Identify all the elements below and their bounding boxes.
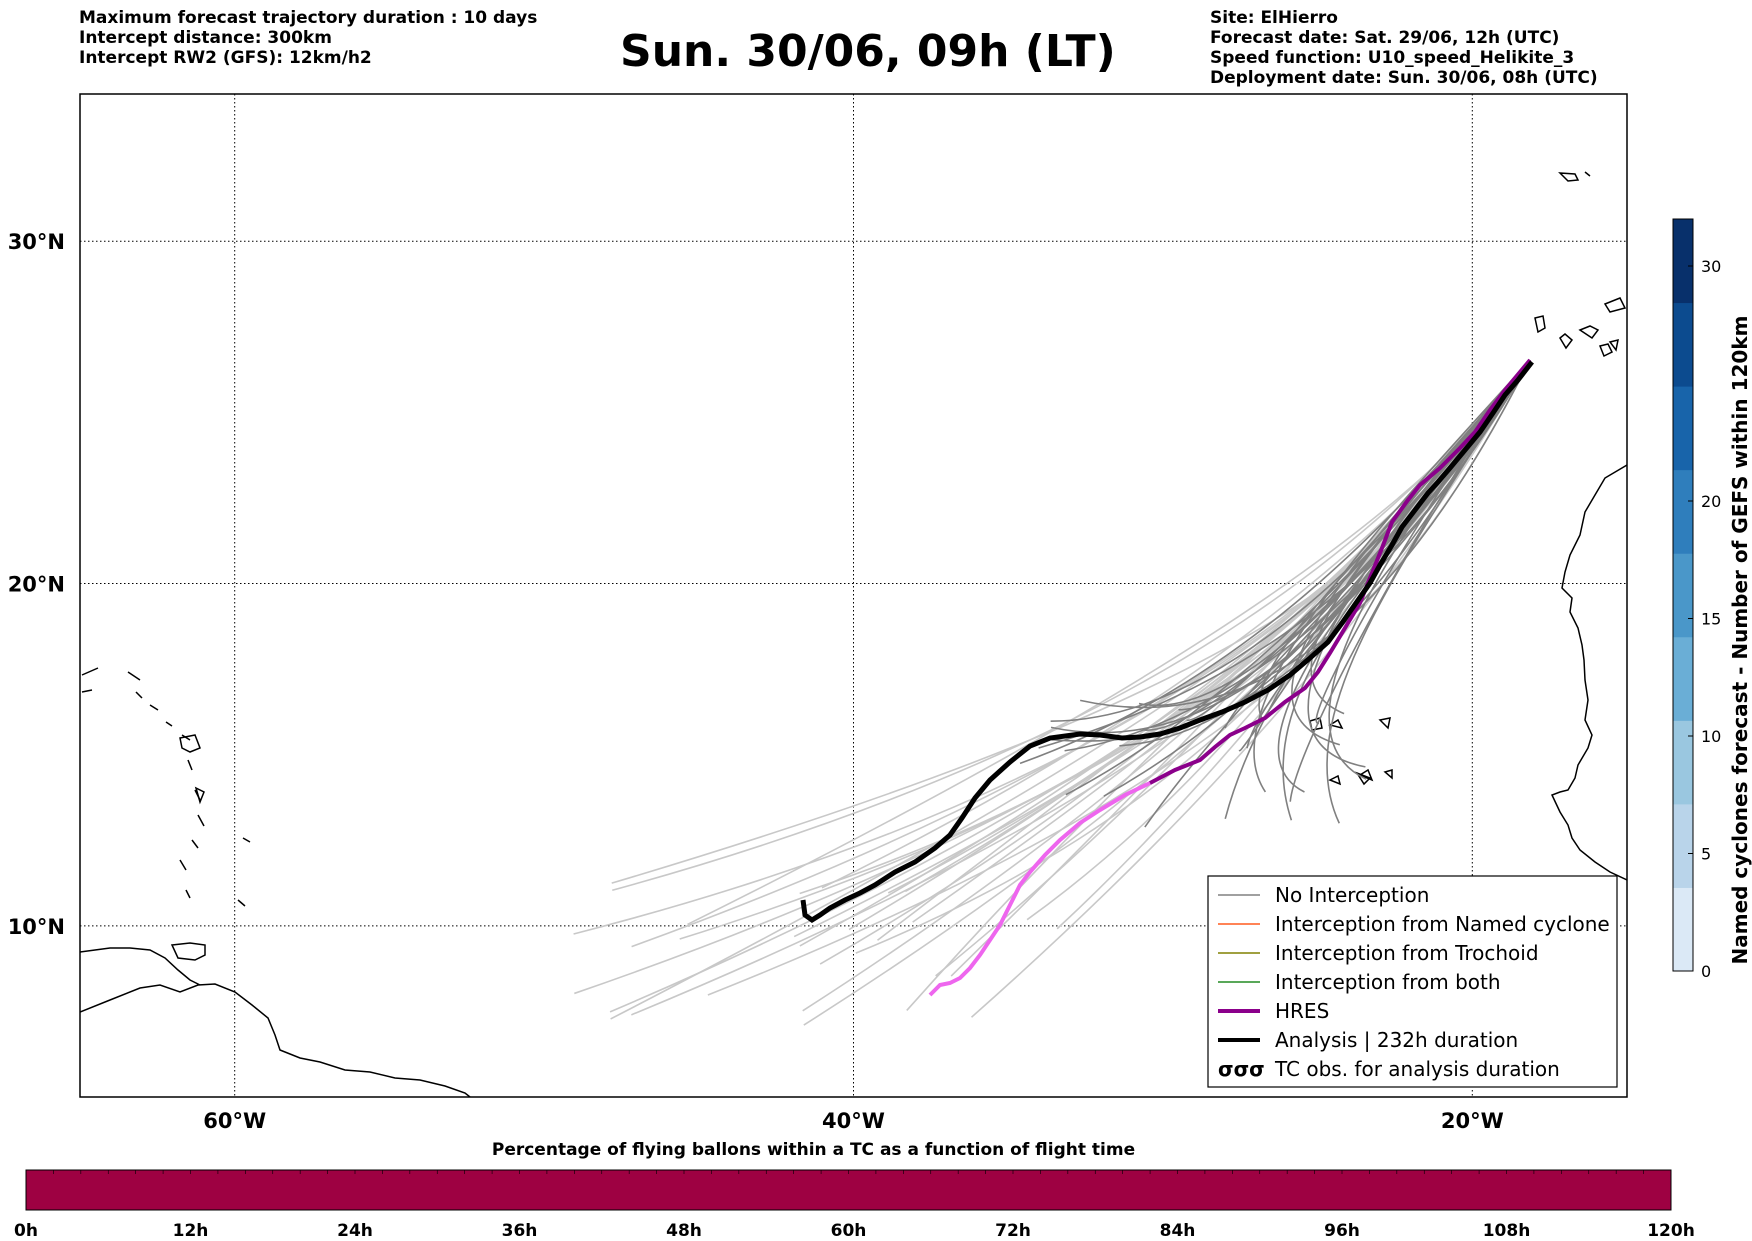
legend-label-5: Analysis | 232h duration: [1275, 1028, 1518, 1052]
ensemble-trajectory-dark-29: [1253, 359, 1531, 793]
colorbar-segment-7: [1673, 302, 1693, 387]
analysis-trajectory: [800, 360, 1534, 924]
legend-label-6: TC obs. for analysis duration: [1274, 1057, 1560, 1081]
bottom-bar-tick-1: 12h: [173, 1221, 209, 1241]
legend-label-4: HRES: [1275, 999, 1329, 1023]
legend-label-1: Interception from Named cyclone: [1275, 912, 1610, 936]
axis-labels: 30°N 20°N 10°N 60°W 40°W 20°W: [8, 230, 1504, 1133]
coastlines: [80, 171, 1627, 1097]
bottom-bar-fill: [25, 1169, 1672, 1211]
intercept-rw2-text: Intercept RW2 (GFS): 12km/h2: [79, 48, 372, 68]
ensemble-trajectory-dark-9: [1310, 359, 1531, 715]
bottom-bar-tick-9: 108h: [1483, 1221, 1531, 1241]
bottom-bar: Percentage of flying ballons within a TC…: [14, 1140, 1695, 1241]
colorbar-segment-8: [1673, 219, 1693, 304]
max-duration-text: Maximum forecast trajectory duration : 1…: [79, 8, 538, 28]
coastline-west-africa: [1550, 464, 1627, 881]
ensemble-trajectory-dark-17: [1064, 359, 1531, 752]
site-text: Site: ElHierro: [1210, 8, 1338, 28]
bottom-bar-tick-5: 60h: [831, 1221, 867, 1241]
coastline-south-america: [80, 983, 471, 1097]
colorbar-tick-label-5: 30: [1701, 257, 1721, 276]
colorbar-segment-2: [1673, 720, 1693, 805]
coastline-canary-islands: [1534, 297, 1627, 358]
colorbar-segment-1: [1673, 803, 1693, 888]
bottom-bar-tick-4: 48h: [666, 1221, 702, 1241]
header-right-info: Site: ElHierro Forecast date: Sat. 29/06…: [1210, 8, 1598, 88]
bottom-bar-tick-2: 24h: [337, 1221, 373, 1241]
lat-label-0: 30°N: [8, 230, 65, 254]
colorbar-tick-label-3: 15: [1701, 610, 1721, 629]
colorbar: 0 5 10 15 20 30 Named cyclones forecast - Numb…: [1672, 218, 1752, 981]
lon-label-2: 20°W: [1441, 1109, 1504, 1133]
colorbar-tick-label-0: 0: [1701, 962, 1711, 981]
ensemble-trajectory-light-29: [970, 359, 1531, 1018]
lon-label-1: 40°W: [822, 1109, 885, 1133]
lon-label-0: 60°W: [203, 1109, 266, 1133]
ensemble-trajectory-dark-27: [1224, 359, 1531, 819]
coastline-guadeloupe: [179, 734, 201, 753]
colorbar-segment-0: [1673, 887, 1693, 972]
hres-trajectory-tail: [928, 781, 1151, 997]
colorbar-label: Named cyclones forecast - Number of GEFS…: [1728, 316, 1752, 965]
header-left-info: Maximum forecast trajectory duration : 1…: [79, 8, 537, 68]
tc-obs-symbol-icon: σσσ: [1218, 1057, 1265, 1081]
intercept-distance-text: Intercept distance: 300km: [79, 28, 332, 48]
legend-box: [1207, 875, 1618, 1088]
bottom-bar-tick-6: 72h: [995, 1221, 1031, 1241]
map-border: [79, 93, 1628, 1098]
page-title: Sun. 30/06, 09h (LT): [620, 26, 1116, 77]
bottom-bar-tick-10: 120h: [1647, 1221, 1695, 1241]
bottom-bar-title: Percentage of flying ballons within a TC…: [492, 1140, 1135, 1160]
colorbar-tick-label-1: 5: [1701, 845, 1711, 864]
bottom-bar-tick-7: 84h: [1160, 1221, 1196, 1241]
coastline-madeira: [1558, 171, 1591, 182]
colorbar-segment-6: [1673, 386, 1693, 471]
coastline-cape-verde: [1309, 717, 1393, 786]
colorbar-segment-5: [1673, 469, 1693, 554]
bottom-bar-tick-0: 0h: [14, 1221, 38, 1241]
coastline-martinique: [194, 786, 205, 805]
legend-label-0: No Interception: [1275, 883, 1429, 907]
lat-label-2: 10°N: [8, 915, 65, 939]
colorbar-tick-label-4: 20: [1701, 492, 1721, 511]
map-content: [80, 94, 1627, 1097]
forecast-date-text: Forecast date: Sat. 29/06, 12h (UTC): [1210, 28, 1560, 48]
legend-label-2: Interception from Trochoid: [1275, 941, 1539, 965]
legend-label-3: Interception from both: [1275, 970, 1501, 994]
colorbar-segment-3: [1673, 636, 1693, 721]
bottom-bar-tick-3: 36h: [502, 1221, 538, 1241]
deployment-date-text: Deployment date: Sun. 30/06, 08h (UTC): [1210, 68, 1598, 88]
colorbar-segment-4: [1673, 553, 1693, 638]
speed-function-text: Speed function: U10_speed_Helikite_3: [1210, 48, 1575, 68]
lat-label-1: 20°N: [8, 573, 65, 597]
colorbar-tick-label-2: 10: [1701, 727, 1721, 746]
hres-trajectory: [1149, 358, 1532, 785]
bottom-bar-tick-8: 96h: [1324, 1221, 1360, 1241]
colorbar-frame: [1672, 218, 1694, 972]
legend: No Interception Interception from Named c…: [1207, 875, 1618, 1088]
coastline-venezuela-west: [80, 947, 201, 986]
coastline-trinidad: [170, 942, 206, 961]
